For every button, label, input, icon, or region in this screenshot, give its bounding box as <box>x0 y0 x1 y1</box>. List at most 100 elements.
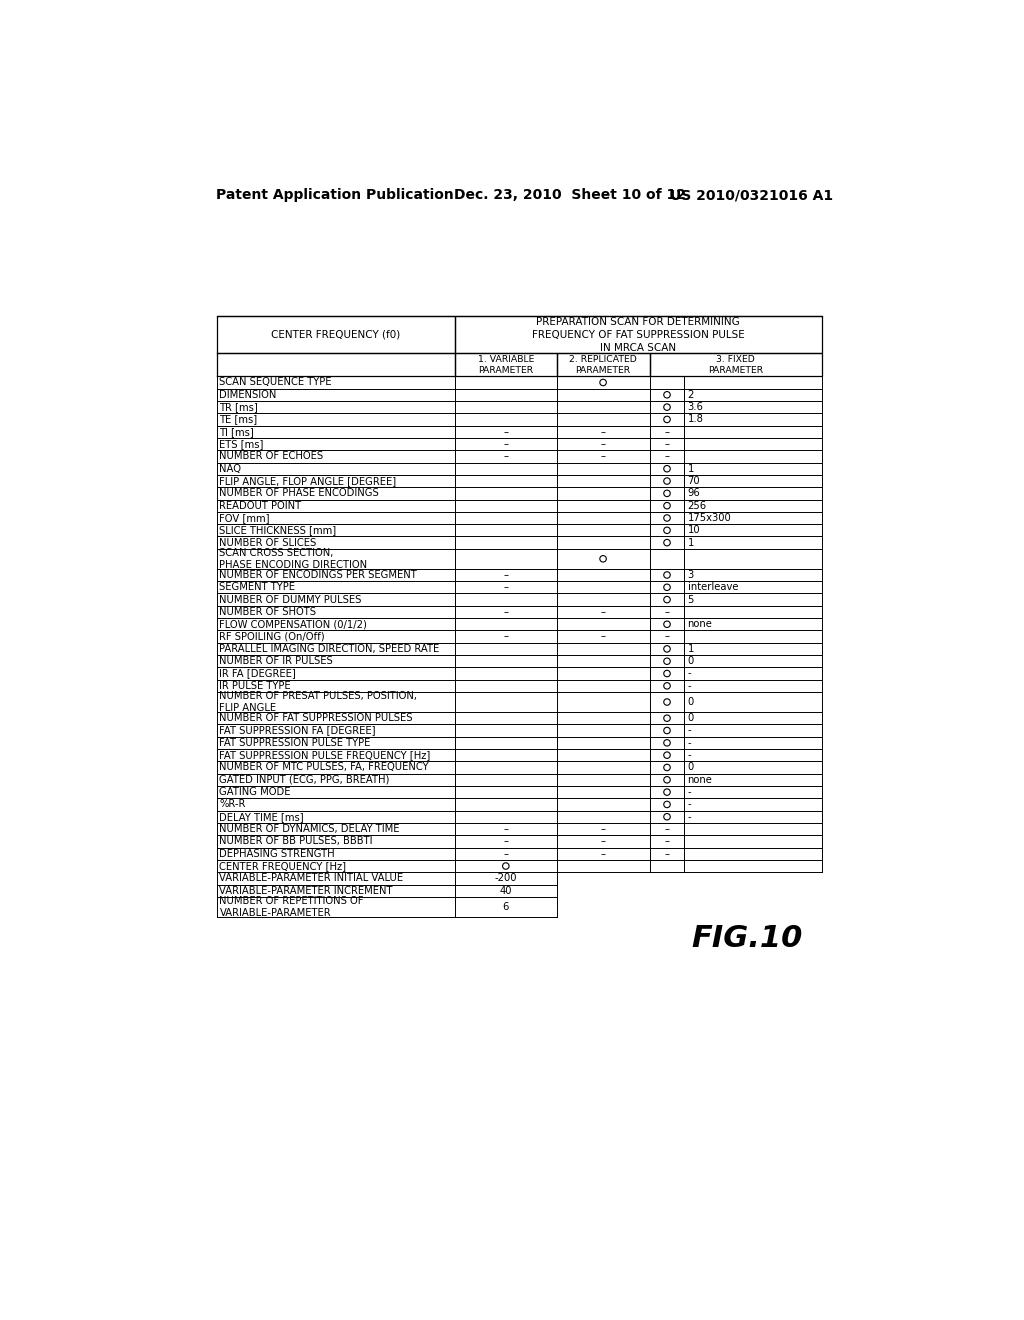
Text: 3. FIXED
PARAMETER: 3. FIXED PARAMETER <box>708 355 763 375</box>
Text: –: – <box>600 426 605 437</box>
Text: –: – <box>665 631 670 642</box>
Text: TR [ms]: TR [ms] <box>219 403 258 412</box>
Text: -: - <box>687 750 691 760</box>
Text: –: – <box>504 837 508 846</box>
Text: NUMBER OF REPETITIONS OF
VARIABLE-PARAMETER: NUMBER OF REPETITIONS OF VARIABLE-PARAME… <box>219 896 364 917</box>
Text: US 2010/0321016 A1: US 2010/0321016 A1 <box>671 189 834 202</box>
Text: Dec. 23, 2010  Sheet 10 of 12: Dec. 23, 2010 Sheet 10 of 12 <box>454 189 685 202</box>
Text: interleave: interleave <box>687 582 738 593</box>
Text: –: – <box>504 440 508 449</box>
Text: SCAN SEQUENCE TYPE: SCAN SEQUENCE TYPE <box>219 378 332 388</box>
Text: TI [ms]: TI [ms] <box>219 426 254 437</box>
Text: FLOW COMPENSATION (0/1/2): FLOW COMPENSATION (0/1/2) <box>219 619 368 630</box>
Text: –: – <box>504 570 508 579</box>
Text: NUMBER OF PRESAT PULSES, POSITION,
FLIP ANGLE: NUMBER OF PRESAT PULSES, POSITION, FLIP … <box>219 692 418 713</box>
Text: SLICE THICKNESS [mm]: SLICE THICKNESS [mm] <box>219 525 337 536</box>
Text: RF SPOILING (On/Off): RF SPOILING (On/Off) <box>219 631 325 642</box>
Text: 96: 96 <box>687 488 700 499</box>
Text: PREPARATION SCAN FOR DETERMINING
FREQUENCY OF FAT SUPPRESSION PULSE
IN MRCA SCAN: PREPARATION SCAN FOR DETERMINING FREQUEN… <box>531 317 744 352</box>
Text: NUMBER OF IR PULSES: NUMBER OF IR PULSES <box>219 656 333 667</box>
Text: –: – <box>600 631 605 642</box>
Text: 1: 1 <box>687 463 694 474</box>
Text: %R-R: %R-R <box>219 800 246 809</box>
Text: PARALLEL IMAGING DIRECTION, SPEED RATE: PARALLEL IMAGING DIRECTION, SPEED RATE <box>219 644 439 653</box>
Text: –: – <box>665 837 670 846</box>
Text: –: – <box>600 451 605 462</box>
Text: 5: 5 <box>687 594 694 605</box>
Text: 0: 0 <box>687 763 694 772</box>
Text: –: – <box>504 426 508 437</box>
Text: 6: 6 <box>503 902 509 912</box>
Text: VARIABLE-PARAMETER INCREMENT: VARIABLE-PARAMETER INCREMENT <box>219 886 393 896</box>
Text: -: - <box>687 681 691 690</box>
Text: -200: -200 <box>495 874 517 883</box>
Text: -: - <box>687 668 691 678</box>
Text: 0: 0 <box>687 713 694 723</box>
Text: 0: 0 <box>687 697 694 708</box>
Text: FIG.10: FIG.10 <box>691 924 802 953</box>
Text: NUMBER OF BB PULSES, BBBTI: NUMBER OF BB PULSES, BBBTI <box>219 837 373 846</box>
Text: -: - <box>687 738 691 748</box>
Text: TE [ms]: TE [ms] <box>219 414 258 425</box>
Text: -: - <box>687 800 691 809</box>
Text: –: – <box>665 451 670 462</box>
Text: 175x300: 175x300 <box>687 513 731 523</box>
Text: –: – <box>504 849 508 859</box>
Text: DIMENSION: DIMENSION <box>219 389 276 400</box>
Text: NAQ: NAQ <box>219 463 242 474</box>
Text: SEGMENT TYPE: SEGMENT TYPE <box>219 582 296 593</box>
Text: 1: 1 <box>687 537 694 548</box>
Text: 70: 70 <box>687 477 700 486</box>
Text: Patent Application Publication: Patent Application Publication <box>216 189 454 202</box>
Text: 40: 40 <box>500 886 512 896</box>
Text: -: - <box>687 812 691 822</box>
Text: –: – <box>600 607 605 616</box>
Text: 3.6: 3.6 <box>687 403 703 412</box>
Text: NUMBER OF SLICES: NUMBER OF SLICES <box>219 537 316 548</box>
Text: –: – <box>600 440 605 449</box>
Text: –: – <box>504 631 508 642</box>
Text: FAT SUPPRESSION PULSE FREQUENCY [Hz]: FAT SUPPRESSION PULSE FREQUENCY [Hz] <box>219 750 431 760</box>
Text: –: – <box>504 582 508 593</box>
Text: –: – <box>504 607 508 616</box>
Text: 10: 10 <box>687 525 700 536</box>
Text: 2. REPLICATED
PARAMETER: 2. REPLICATED PARAMETER <box>569 355 637 375</box>
Text: IR PULSE TYPE: IR PULSE TYPE <box>219 681 291 690</box>
Text: FOV [mm]: FOV [mm] <box>219 513 270 523</box>
Text: none: none <box>687 619 713 630</box>
Text: 1.8: 1.8 <box>687 414 703 425</box>
Text: CENTER FREQUENCY (f0): CENTER FREQUENCY (f0) <box>271 330 400 339</box>
Text: DELAY TIME [ms]: DELAY TIME [ms] <box>219 812 304 822</box>
Text: DEPHASING STRENGTH: DEPHASING STRENGTH <box>219 849 335 859</box>
Text: GATING MODE: GATING MODE <box>219 787 291 797</box>
Text: –: – <box>600 849 605 859</box>
Text: -: - <box>687 726 691 735</box>
Text: –: – <box>665 849 670 859</box>
Text: NUMBER OF SHOTS: NUMBER OF SHOTS <box>219 607 316 616</box>
Text: none: none <box>687 775 713 785</box>
Text: –: – <box>504 824 508 834</box>
Text: 256: 256 <box>687 500 707 511</box>
Text: NUMBER OF ENCODINGS PER SEGMENT: NUMBER OF ENCODINGS PER SEGMENT <box>219 570 417 579</box>
Text: FLIP ANGLE, FLOP ANGLE [DEGREE]: FLIP ANGLE, FLOP ANGLE [DEGREE] <box>219 477 396 486</box>
Text: 3: 3 <box>687 570 694 579</box>
Text: -: - <box>687 787 691 797</box>
Text: –: – <box>665 440 670 449</box>
Text: NUMBER OF FAT SUPPRESSION PULSES: NUMBER OF FAT SUPPRESSION PULSES <box>219 713 413 723</box>
Text: –: – <box>600 837 605 846</box>
Text: READOUT POINT: READOUT POINT <box>219 500 302 511</box>
Text: NUMBER OF ECHOES: NUMBER OF ECHOES <box>219 451 324 462</box>
Text: –: – <box>665 607 670 616</box>
Text: VARIABLE-PARAMETER INITIAL VALUE: VARIABLE-PARAMETER INITIAL VALUE <box>219 874 403 883</box>
Text: FAT SUPPRESSION PULSE TYPE: FAT SUPPRESSION PULSE TYPE <box>219 738 371 748</box>
Text: –: – <box>665 426 670 437</box>
Text: –: – <box>665 824 670 834</box>
Text: CENTER FREQUENCY [Hz]: CENTER FREQUENCY [Hz] <box>219 861 346 871</box>
Text: –: – <box>600 824 605 834</box>
Text: NUMBER OF MTC PULSES, FA, FREQUENCY: NUMBER OF MTC PULSES, FA, FREQUENCY <box>219 763 429 772</box>
Text: NUMBER OF DUMMY PULSES: NUMBER OF DUMMY PULSES <box>219 594 361 605</box>
Text: NUMBER OF DYNAMICS, DELAY TIME: NUMBER OF DYNAMICS, DELAY TIME <box>219 824 400 834</box>
Text: 0: 0 <box>687 656 694 667</box>
Text: 2: 2 <box>687 389 694 400</box>
Text: ETS [ms]: ETS [ms] <box>219 440 264 449</box>
